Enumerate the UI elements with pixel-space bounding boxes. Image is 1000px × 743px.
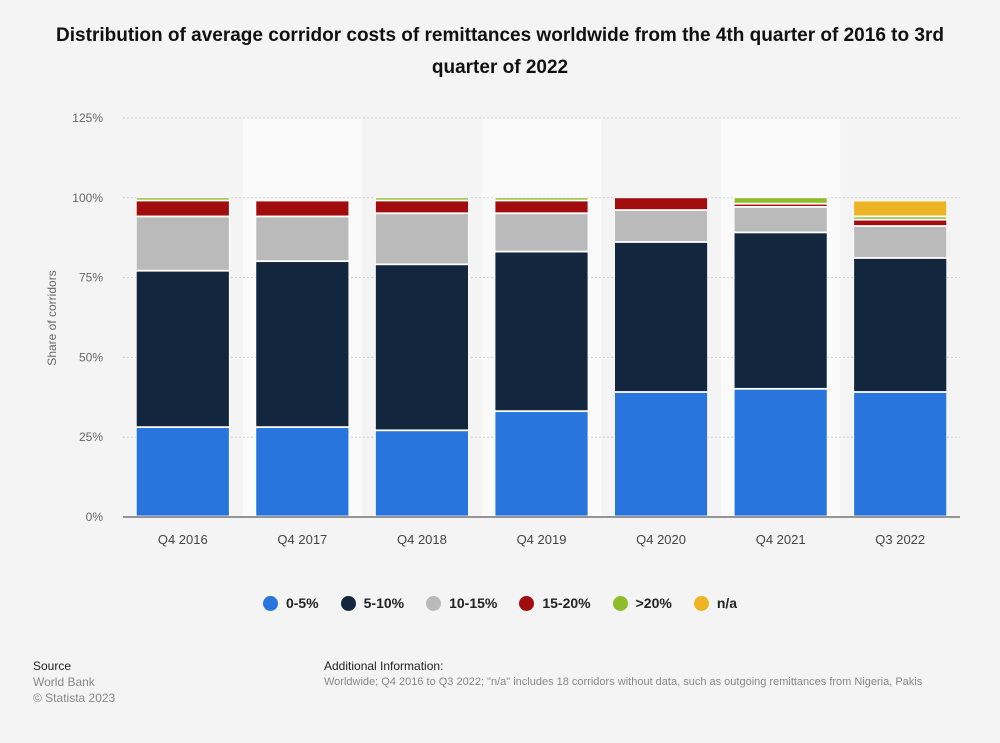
x-tick-label: Q4 2017: [277, 532, 327, 547]
bar-segment: [494, 251, 589, 412]
source-label: Source: [33, 659, 72, 673]
bar-segment: [494, 213, 589, 252]
legend-label: 5-10%: [363, 595, 405, 611]
bar-segment: [135, 270, 230, 428]
bar-segment: [614, 392, 708, 517]
legend-marker: [262, 595, 278, 611]
bar-segment: [494, 411, 589, 517]
additional-info: Additional Information: Worldwide; Q4 20…: [324, 658, 922, 690]
bar-segment: [733, 197, 828, 204]
x-tick-label: Q4 2020: [636, 532, 686, 547]
source-block: Source World Bank © Statista 2023: [33, 658, 115, 706]
bar-segment: [135, 216, 230, 271]
legend-item[interactable]: 15-20%: [519, 595, 591, 611]
additional-text: Worldwide; Q4 2016 to Q3 2022; "n/a" inc…: [324, 676, 923, 688]
source-text[interactable]: World Bank: [33, 675, 95, 689]
legend-label: 15-20%: [542, 595, 591, 611]
bar-segment: [614, 197, 708, 210]
legend-item[interactable]: >20%: [612, 595, 672, 611]
bar-segment: [733, 388, 828, 517]
legend-marker: [519, 595, 535, 611]
y-tick-label: 25%: [79, 430, 103, 444]
bar-segment: [375, 200, 469, 214]
x-tick-label: Q4 2016: [158, 532, 208, 547]
x-tick-label: Q3 2022: [875, 532, 925, 547]
x-tick-label: Q4 2019: [517, 532, 567, 547]
bar-segment: [494, 200, 589, 214]
legend-marker: [693, 595, 709, 611]
bar-segment: [135, 197, 230, 201]
bar-segment: [733, 203, 828, 207]
y-tick-label: 0%: [86, 510, 104, 524]
legend-item[interactable]: 0-5%: [262, 595, 319, 611]
legend-label: 0-5%: [285, 595, 319, 611]
bar-segment: [135, 200, 230, 217]
legend-label: >20%: [635, 595, 672, 611]
bar-segment: [614, 210, 708, 242]
bar-segment: [375, 264, 469, 431]
bar-segment: [853, 200, 948, 217]
bar-segment: [733, 206, 828, 233]
bar-segment: [255, 427, 350, 517]
bar-segment: [853, 216, 948, 220]
legend-label: n/a: [716, 595, 738, 611]
bar-segment: [255, 200, 350, 217]
y-tick-label: 75%: [79, 271, 103, 285]
bar-segment: [375, 213, 469, 265]
bar-segment: [853, 226, 948, 258]
bar-segment: [853, 392, 948, 517]
bar-segment: [255, 216, 350, 262]
y-axis-label: Share of corridors: [45, 270, 59, 365]
legend-item[interactable]: n/a: [693, 595, 738, 611]
bar-segment: [853, 258, 948, 392]
bar-segment: [733, 232, 828, 389]
y-tick-label: 100%: [72, 191, 103, 205]
legend-label: 10-15%: [449, 595, 498, 611]
legend-marker: [340, 595, 356, 611]
bar-segment: [255, 261, 350, 428]
legend-item[interactable]: 5-10%: [340, 595, 405, 611]
legend: 0-5% 5-10% 10-15% 15-20% >20% n/a: [0, 595, 1000, 611]
bar-segment: [135, 427, 230, 517]
chart-title: Distribution of average corridor costs o…: [56, 25, 944, 78]
additional-label: Additional Information:: [324, 659, 444, 673]
bar-segment: [375, 430, 469, 517]
bar-segment: [853, 219, 948, 226]
legend-marker: [612, 595, 628, 611]
stacked-bar-chart: 0% 25% 50% 75% 100% 125% Share of corridors Q4 …: [45, 111, 960, 547]
y-tick-label: 50%: [79, 350, 103, 364]
legend-marker: [426, 595, 442, 611]
y-tick-label: 125%: [72, 111, 103, 125]
bar-segment: [494, 197, 589, 201]
legend-item[interactable]: 10-15%: [426, 595, 497, 611]
copyright: © Statista 2023: [33, 691, 116, 705]
x-tick-label: Q4 2018: [397, 532, 447, 547]
x-tick-label: Q4 2021: [756, 532, 806, 547]
bar-segment: [614, 242, 708, 392]
bar-segment: [375, 197, 469, 201]
